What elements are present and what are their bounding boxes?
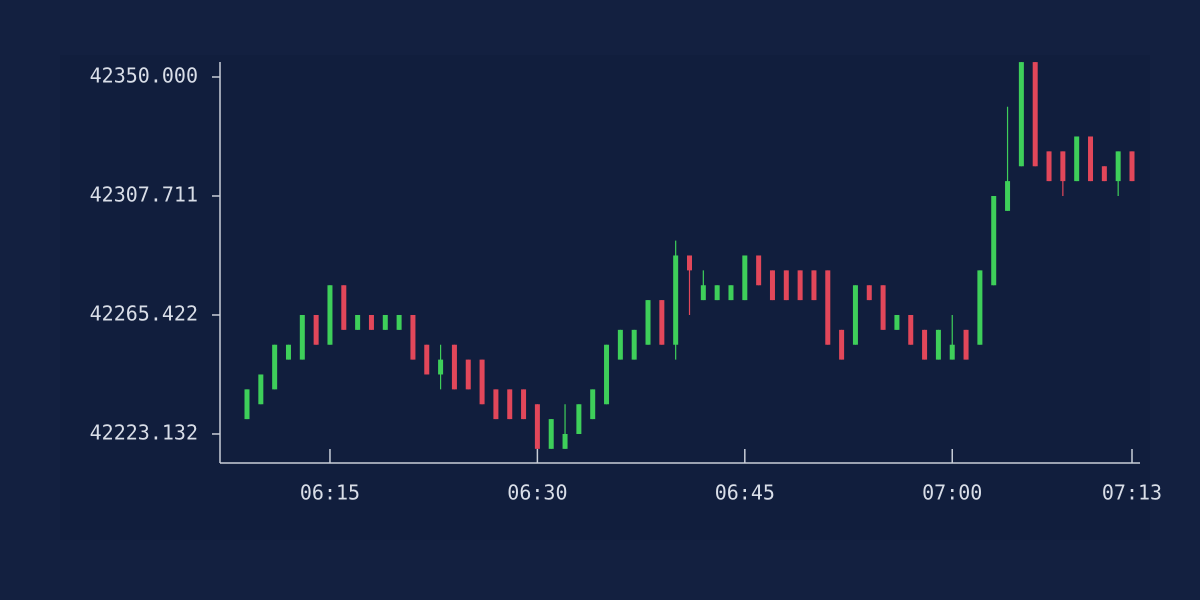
y-tick-label: 42350.000 (90, 63, 198, 87)
candle-body (355, 314, 361, 330)
candle-body (991, 195, 997, 286)
candle-body (327, 285, 333, 345)
candle-body (852, 285, 858, 345)
candle-body (272, 344, 278, 390)
candle-body (507, 389, 513, 420)
candle-body (617, 329, 623, 360)
candle-body (562, 433, 568, 449)
candle-body (285, 344, 291, 360)
candle-body (258, 374, 264, 405)
candle-body (839, 329, 845, 360)
candle-body (1129, 151, 1135, 182)
candle-body (1018, 62, 1024, 167)
candle-body (604, 344, 610, 405)
candle-body (576, 404, 582, 434)
candle-body (244, 389, 250, 420)
candle-body (935, 329, 941, 360)
candle-body (341, 285, 347, 330)
candle-body (424, 344, 430, 375)
candle-body (825, 270, 831, 345)
candle-body (521, 389, 527, 420)
candle-body (783, 270, 789, 301)
candle-body (714, 285, 720, 301)
candle-body (368, 314, 374, 330)
x-tick-label: 07:13 (1102, 481, 1162, 505)
candle-body (396, 314, 402, 330)
x-tick-label: 06:30 (507, 481, 567, 505)
candle-body (811, 270, 817, 301)
candle-body (465, 359, 471, 390)
candle-body (673, 255, 679, 345)
candle-body (742, 255, 748, 301)
candle-body (645, 300, 651, 345)
candle-body (382, 314, 388, 330)
candle-body (590, 389, 596, 420)
x-tick-label: 07:00 (922, 481, 982, 505)
candle-body (1060, 151, 1066, 182)
y-tick-label: 42307.711 (90, 182, 198, 206)
x-tick-label: 06:45 (715, 481, 775, 505)
y-tick-label: 42265.422 (90, 301, 198, 325)
candle-body (700, 285, 706, 301)
candle-body (908, 314, 914, 345)
candle-body (949, 344, 955, 360)
x-tick-label: 06:15 (300, 481, 360, 505)
candle-body (548, 419, 554, 449)
candle-body (534, 404, 540, 449)
candle-body (1046, 151, 1052, 182)
candle-body (728, 285, 734, 301)
candle-body (756, 255, 762, 286)
candle-body (977, 270, 983, 345)
candle-body (1005, 181, 1011, 211)
candle-body (493, 389, 499, 420)
candle-body (922, 329, 928, 360)
candle-body (1032, 62, 1038, 167)
candle-body (1101, 166, 1107, 182)
candle-body (880, 285, 886, 330)
candle-body (631, 329, 637, 360)
candle-body (894, 314, 900, 330)
candle-body (866, 285, 872, 301)
candle-body (479, 359, 485, 405)
candle-body (438, 359, 444, 375)
candle-body (1088, 136, 1094, 182)
y-tick-label: 42223.132 (90, 420, 198, 444)
candle-body (1074, 136, 1080, 182)
candle-body (769, 270, 775, 301)
candle-body (797, 270, 803, 301)
candle-body (313, 314, 319, 345)
candle-body (451, 344, 457, 390)
candle-body (659, 300, 665, 345)
candle-body (687, 255, 692, 271)
candle-body (963, 329, 969, 360)
plot-panel (60, 55, 1150, 540)
candle-body (299, 314, 305, 360)
candle-body (410, 314, 416, 360)
candle-body (1115, 151, 1121, 182)
